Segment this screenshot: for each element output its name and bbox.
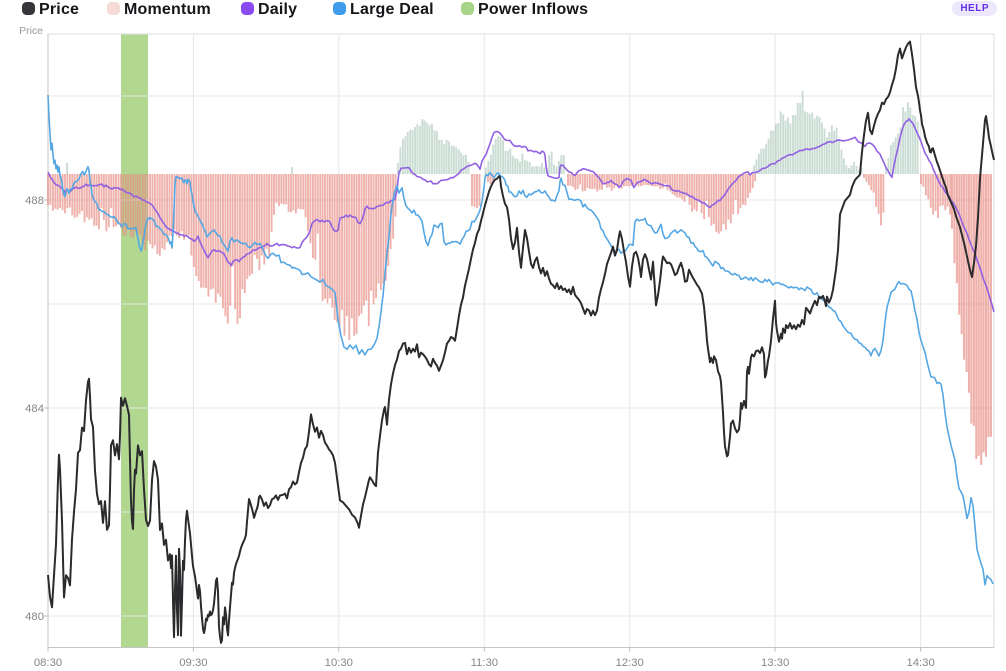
svg-text:14:30: 14:30 (906, 657, 934, 669)
svg-text:13:30: 13:30 (761, 657, 789, 669)
svg-text:11:30: 11:30 (471, 657, 498, 669)
svg-text:484: 484 (25, 403, 44, 415)
svg-text:12:30: 12:30 (616, 657, 644, 669)
svg-text:09:30: 09:30 (179, 657, 207, 669)
svg-text:10:30: 10:30 (325, 657, 353, 669)
svg-text:480: 480 (25, 611, 44, 623)
svg-text:488: 488 (25, 195, 44, 207)
svg-text:Price: Price (19, 25, 43, 37)
svg-text:08:30: 08:30 (34, 657, 62, 669)
